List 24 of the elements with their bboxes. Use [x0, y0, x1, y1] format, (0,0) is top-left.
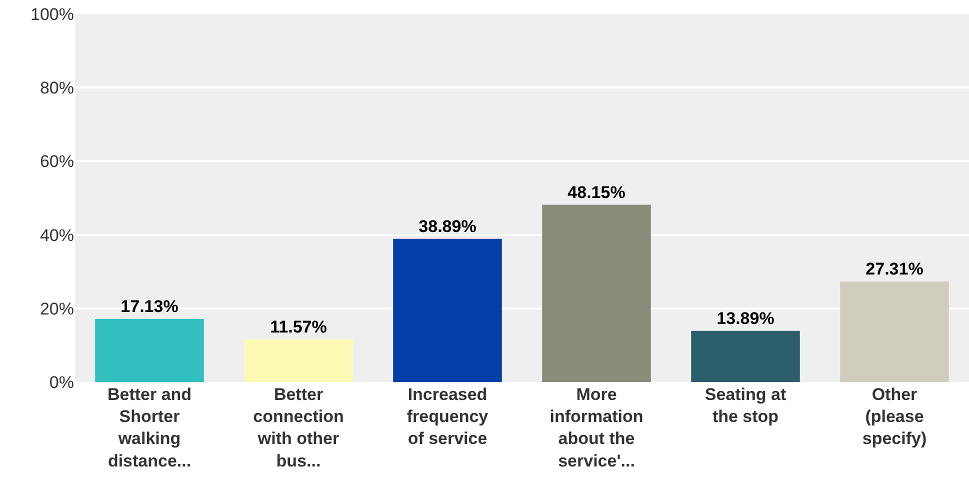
x-tick-label: More information about the service'...	[550, 385, 644, 470]
y-tick-label: 40%	[40, 226, 74, 245]
data-label: 11.57%	[270, 317, 327, 336]
data-label: 13.89%	[716, 308, 774, 328]
data-label: 27.31%	[866, 260, 924, 278]
bar	[840, 282, 949, 382]
x-tick-label: Increased frequency of service	[406, 385, 489, 448]
bar	[244, 339, 353, 382]
data-label: 17.13%	[120, 296, 178, 316]
y-tick-label: 80%	[40, 78, 74, 98]
x-tick-label: Better connection with other bus...	[253, 385, 344, 470]
bar	[95, 318, 204, 382]
y-tick-label: 0%	[49, 372, 74, 392]
bar	[393, 238, 502, 382]
y-tick-label: 100%	[30, 4, 74, 24]
bar	[542, 204, 651, 382]
x-tick-label: Better and Shorter walking distance...	[107, 385, 192, 470]
data-label: 48.15%	[568, 182, 626, 202]
bar	[691, 330, 800, 382]
data-label: 38.89%	[418, 216, 476, 236]
x-tick-label: Seating at the stop	[704, 385, 786, 426]
y-tick-label: 60%	[40, 152, 74, 172]
x-tick-label: Other (please specify)	[862, 385, 927, 448]
y-tick-label: 20%	[40, 299, 74, 318]
